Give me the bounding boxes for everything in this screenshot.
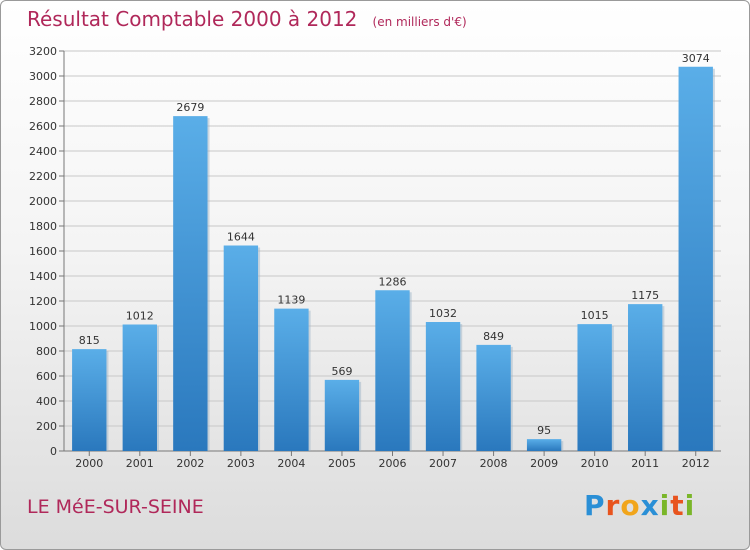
bar-value-label: 815 (79, 334, 100, 347)
y-axis: 0 200 400 600 800 1000 1200 1400 1600 1800 2000 220… (29, 45, 721, 458)
logo-letter: i (659, 489, 671, 522)
bars (72, 66, 715, 451)
bar-value-label: 3074 (682, 52, 710, 65)
bar-value-label: 569 (331, 365, 352, 378)
x-tick-label: 2006 (379, 457, 407, 470)
bar (375, 290, 410, 451)
bar-value-label: 1032 (429, 307, 457, 320)
bar-value-label: 95 (537, 424, 551, 437)
x-tick-label: 2009 (530, 457, 558, 470)
bar-value-label: 849 (483, 330, 504, 343)
y-tick-label: 2200 (29, 170, 57, 183)
bar (526, 439, 562, 451)
x-tick-label: 2000 (75, 457, 103, 470)
logo-letter: o (620, 489, 641, 522)
y-tick-label: 2400 (29, 145, 57, 158)
bar (577, 324, 612, 451)
x-tick-label: 2004 (277, 457, 305, 470)
bar-value-label: 1012 (126, 310, 154, 323)
x-tick-label: 2003 (227, 457, 255, 470)
y-tick-label: 200 (36, 420, 57, 433)
chart-title: Résultat Comptable 2000 à 2012 (27, 7, 358, 31)
y-tick-label: 2800 (29, 95, 57, 108)
y-tick-label: 1400 (29, 270, 57, 283)
bar (678, 66, 713, 451)
y-tick-label: 400 (36, 395, 57, 408)
bar (425, 322, 461, 451)
y-tick-label: 1000 (29, 320, 57, 333)
logo-letter: x (640, 489, 660, 522)
bar-value-label: 1015 (581, 309, 609, 322)
y-tick-label: 2000 (29, 195, 57, 208)
x-tick-label: 2005 (328, 457, 356, 470)
y-tick-label: 1600 (29, 245, 57, 258)
x-tick-label: 2001 (126, 457, 154, 470)
x-tick-label: 2007 (429, 457, 457, 470)
place-name: LE MéE-SUR-SEINE (27, 496, 204, 518)
bar (476, 344, 511, 451)
bar (122, 324, 157, 451)
bar (72, 349, 107, 451)
x-axis: 2000 2001 2002 2003 2004 2005 2006 2007 2008 2009… (75, 451, 710, 470)
y-tick-label: 800 (36, 345, 57, 358)
logo-letter: P (584, 489, 606, 522)
x-tick-label: 2002 (176, 457, 204, 470)
x-tick-label: 2012 (682, 457, 710, 470)
bar-value-label: 1286 (379, 275, 407, 288)
y-tick-label: 3000 (29, 70, 57, 83)
y-tick-label: 0 (50, 445, 57, 458)
bar (223, 245, 259, 451)
bar-value-label: 1139 (277, 294, 305, 307)
x-tick-label: 2010 (581, 457, 609, 470)
data-labels: 815 1012 2679 1644 1139 569 1286 1032 849 95 1015 1… (79, 52, 710, 437)
x-tick-label: 2011 (631, 457, 659, 470)
y-tick-label: 1200 (29, 295, 57, 308)
proxiti-logo: Proxiti (584, 489, 695, 522)
logo-letter: r (605, 489, 621, 522)
y-tick-label: 1800 (29, 220, 57, 233)
bar-value-label: 1644 (227, 231, 255, 244)
y-tick-label: 3200 (29, 45, 57, 58)
logo-letter: i (684, 489, 696, 522)
bar (628, 304, 663, 451)
x-tick-label: 2008 (480, 457, 508, 470)
logo-letter: t (670, 489, 685, 522)
y-tick-label: 2600 (29, 120, 57, 133)
bar (324, 379, 360, 451)
chart-title-block: Résultat Comptable 2000 à 2012 (en milli… (27, 7, 467, 31)
bar (274, 308, 309, 451)
bar (173, 116, 208, 451)
bar-value-label: 2679 (176, 101, 204, 114)
y-tick-label: 600 (36, 370, 57, 383)
bar-value-label: 1175 (631, 289, 659, 302)
chart-subtitle: (en milliers d'€) (372, 15, 467, 29)
